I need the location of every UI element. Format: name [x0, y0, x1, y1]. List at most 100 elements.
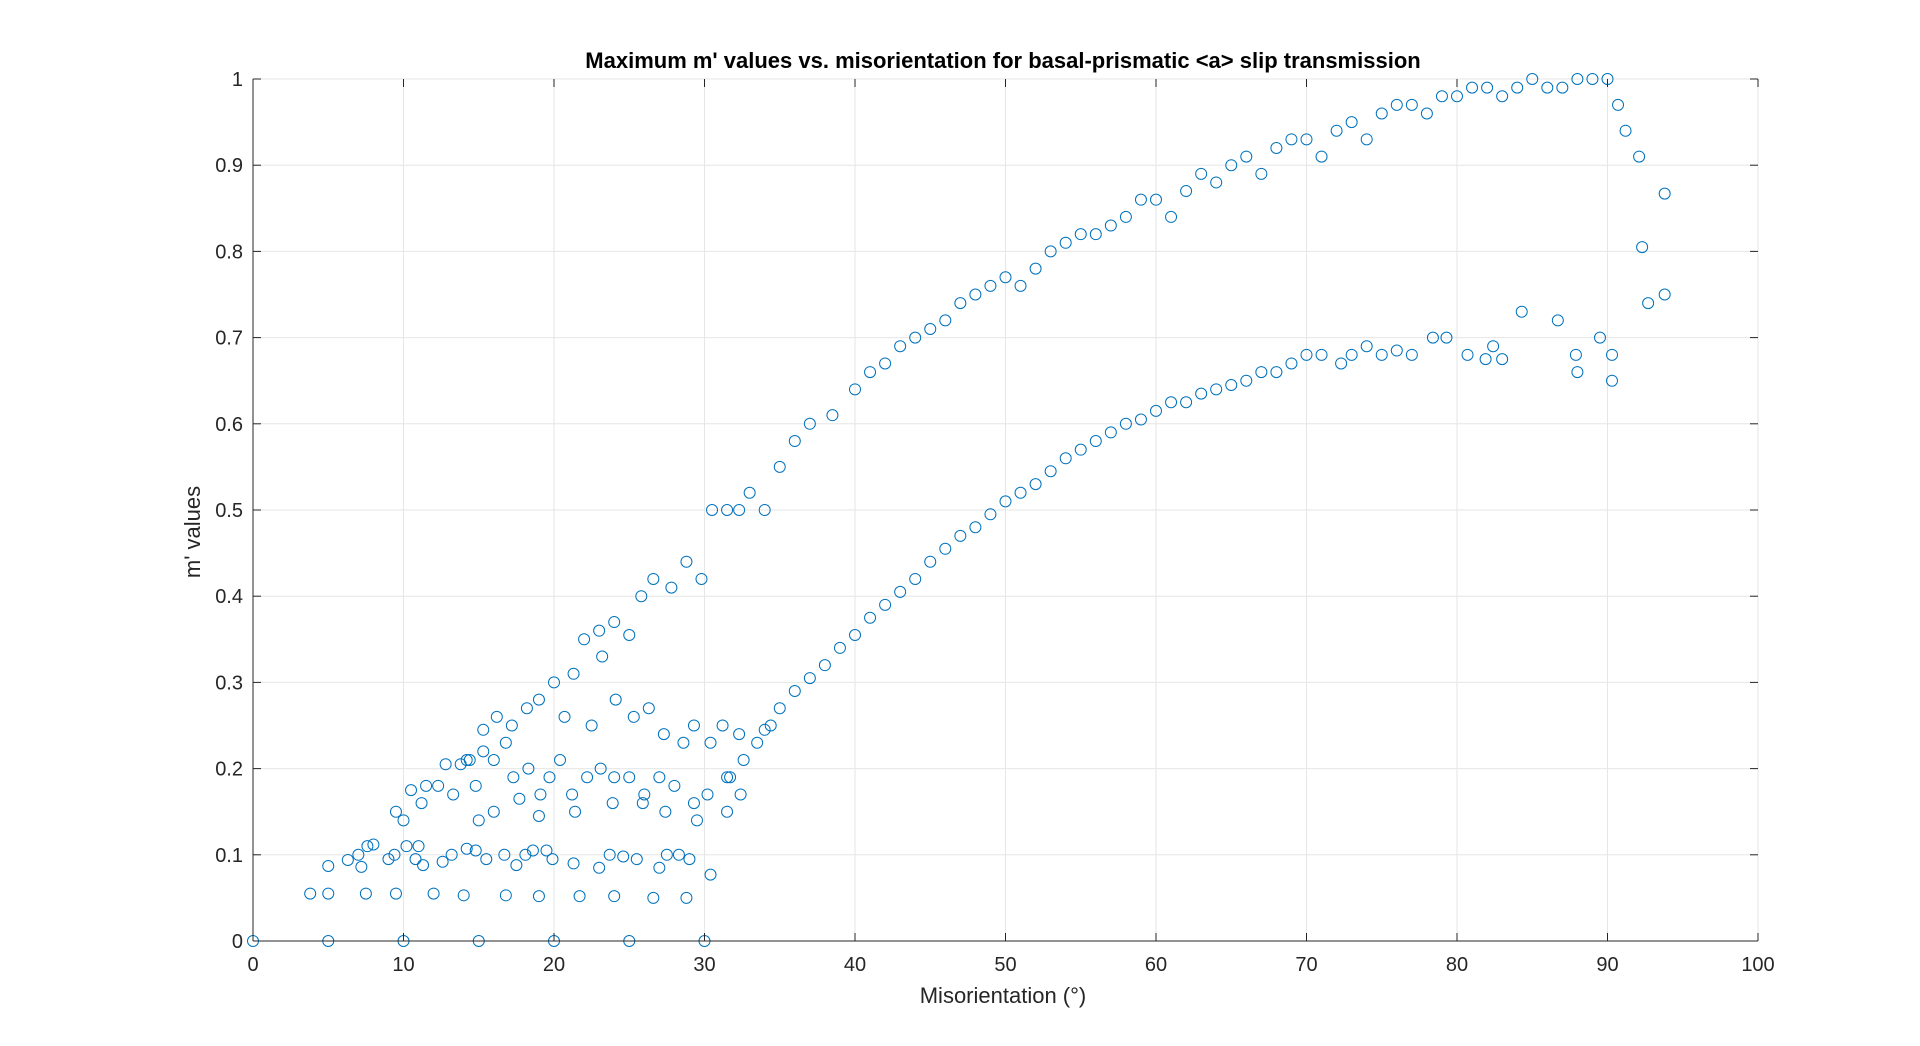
x-tick-label: 80 [1446, 954, 1468, 976]
data-point [487, 805, 500, 818]
data-point [578, 633, 591, 646]
data-point [984, 279, 997, 292]
data-point [532, 890, 545, 903]
data-point [1426, 331, 1439, 344]
data-point [704, 736, 717, 749]
data-point [507, 771, 520, 784]
x-tick-label: 70 [1295, 954, 1317, 976]
data-point [1150, 404, 1162, 417]
data-point [447, 788, 460, 801]
data-point [721, 805, 734, 818]
data-point [526, 844, 539, 857]
data-point [1606, 374, 1619, 387]
data-point [1375, 107, 1388, 120]
data-point [608, 771, 621, 784]
x-tick-label: 50 [994, 954, 1016, 976]
data-point [480, 853, 493, 866]
data-point [687, 719, 700, 732]
data-point [1375, 348, 1388, 361]
data-point [606, 797, 619, 810]
data-point [1330, 124, 1343, 137]
data-point [1285, 357, 1298, 370]
data-point [1586, 73, 1599, 85]
data-point [361, 840, 374, 853]
data-point [1180, 396, 1193, 409]
data-point [1255, 366, 1268, 379]
data-point [909, 331, 922, 344]
data-point [1195, 167, 1208, 180]
data-point [636, 797, 649, 810]
data-point [477, 723, 490, 736]
data-point [1044, 245, 1057, 258]
data-point [1270, 366, 1283, 379]
data-point [1225, 379, 1238, 392]
data-point [849, 628, 861, 641]
y-tick-labels: 0 0.1 0.2 0.3 0.4 0.5 0.6 0.7 0.8 0.9 1 [215, 69, 243, 953]
data-point [758, 723, 771, 736]
data-point [304, 887, 317, 900]
data-point [546, 853, 559, 866]
data-point [1541, 81, 1554, 94]
data-point [608, 616, 621, 629]
x-tick-label: 90 [1596, 954, 1618, 976]
data-point [1360, 340, 1373, 353]
data-point [352, 848, 365, 861]
data-point [683, 853, 696, 866]
x-tick-labels: 0 10 20 30 40 50 60 70 80 90 100 [247, 954, 1774, 976]
data-point [984, 508, 997, 521]
data-point [522, 762, 535, 775]
data-point [609, 693, 622, 706]
data-point [445, 848, 458, 861]
data-point [1633, 150, 1646, 163]
y-tick-label: 0.7 [215, 328, 243, 350]
data-point [520, 702, 533, 715]
data-point [630, 853, 643, 866]
data-point [1636, 241, 1649, 254]
data-point [554, 753, 567, 766]
data-point [400, 840, 413, 853]
data-point [581, 771, 594, 784]
data-point [737, 753, 750, 766]
data-point [879, 357, 892, 370]
data-point [510, 859, 523, 872]
data-point [460, 842, 473, 855]
data-point [680, 555, 693, 568]
data-point [1119, 417, 1132, 430]
data-point [543, 771, 556, 784]
data-point [690, 814, 703, 827]
data-point [498, 848, 511, 861]
data-point [879, 598, 892, 611]
data-point [477, 745, 490, 758]
data-point [1571, 366, 1584, 379]
y-tick-label: 0 [232, 931, 243, 953]
data-point [751, 736, 764, 749]
y-tick-label: 0.4 [215, 586, 243, 608]
data-point [1496, 353, 1509, 366]
data-point [412, 840, 425, 853]
y-tick-label: 0.2 [215, 759, 243, 781]
data-point [1315, 150, 1328, 163]
axes [252, 78, 1759, 942]
data-point [1619, 124, 1632, 137]
data-point [1345, 116, 1358, 129]
data-point [773, 460, 786, 473]
data-point [758, 504, 771, 516]
data-point [1044, 465, 1057, 478]
data-point [803, 672, 816, 685]
data-point [567, 667, 580, 680]
data-point [803, 417, 816, 430]
data-point [1479, 353, 1492, 366]
data-point [367, 838, 380, 851]
data-point [665, 581, 678, 594]
data-point [567, 857, 580, 870]
data-point [432, 779, 445, 792]
data-point [322, 860, 335, 873]
data-point [733, 504, 746, 516]
data-point [623, 628, 636, 641]
data-point [469, 779, 482, 792]
data-point [733, 728, 746, 741]
data-point [833, 641, 846, 654]
data-point [608, 890, 621, 903]
data-point [405, 784, 418, 797]
data-point [388, 848, 401, 861]
